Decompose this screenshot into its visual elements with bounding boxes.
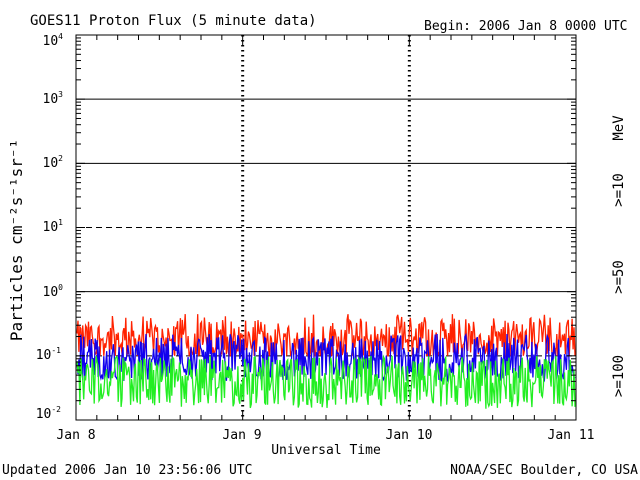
x-tick-label-jan11: Jan 11 bbox=[548, 428, 595, 443]
chart-title: GOES11 Proton Flux (5 minute data) bbox=[30, 13, 317, 29]
x-tick-label-jan9: Jan 9 bbox=[222, 428, 261, 443]
series-line-2 bbox=[76, 354, 576, 409]
x-axis-label: Universal Time bbox=[271, 443, 381, 458]
y-tick-label-3: 103 bbox=[43, 90, 64, 107]
y-tick-label-neg2: 10-2 bbox=[36, 405, 61, 422]
series-line-0 bbox=[76, 314, 576, 359]
y-tick-label-1: 101 bbox=[43, 218, 64, 235]
series-label-ge50: >=50 bbox=[611, 260, 627, 294]
y-axis-label: Particles cm⁻²s⁻¹sr⁻¹ bbox=[7, 139, 26, 341]
tick-marks bbox=[75, 35, 577, 421]
credit-label: NOAA/SEC Boulder, CO USA bbox=[450, 463, 638, 478]
y-tick-label-2: 102 bbox=[43, 154, 64, 171]
y-tick-labels: 10-2 10-1 100 101 102 103 104 bbox=[36, 32, 63, 422]
series-layer bbox=[76, 314, 576, 409]
updated-timestamp: Updated 2006 Jan 10 23:56:06 UTC bbox=[2, 463, 252, 478]
y-tick-label-0: 100 bbox=[43, 283, 64, 300]
series-label-ge100: >=100 bbox=[611, 355, 627, 397]
y-tick-label-neg1: 10-1 bbox=[36, 346, 61, 363]
series-label-ge10: >=10 bbox=[611, 173, 627, 207]
y-tick-label-4: 104 bbox=[43, 32, 64, 49]
x-tick-label-jan10: Jan 10 bbox=[386, 428, 433, 443]
begin-time-label: Begin: 2006 Jan 8 0000 UTC bbox=[424, 19, 628, 34]
x-tick-label-jan8: Jan 8 bbox=[56, 428, 95, 443]
energy-unit-label: MeV bbox=[611, 115, 627, 141]
